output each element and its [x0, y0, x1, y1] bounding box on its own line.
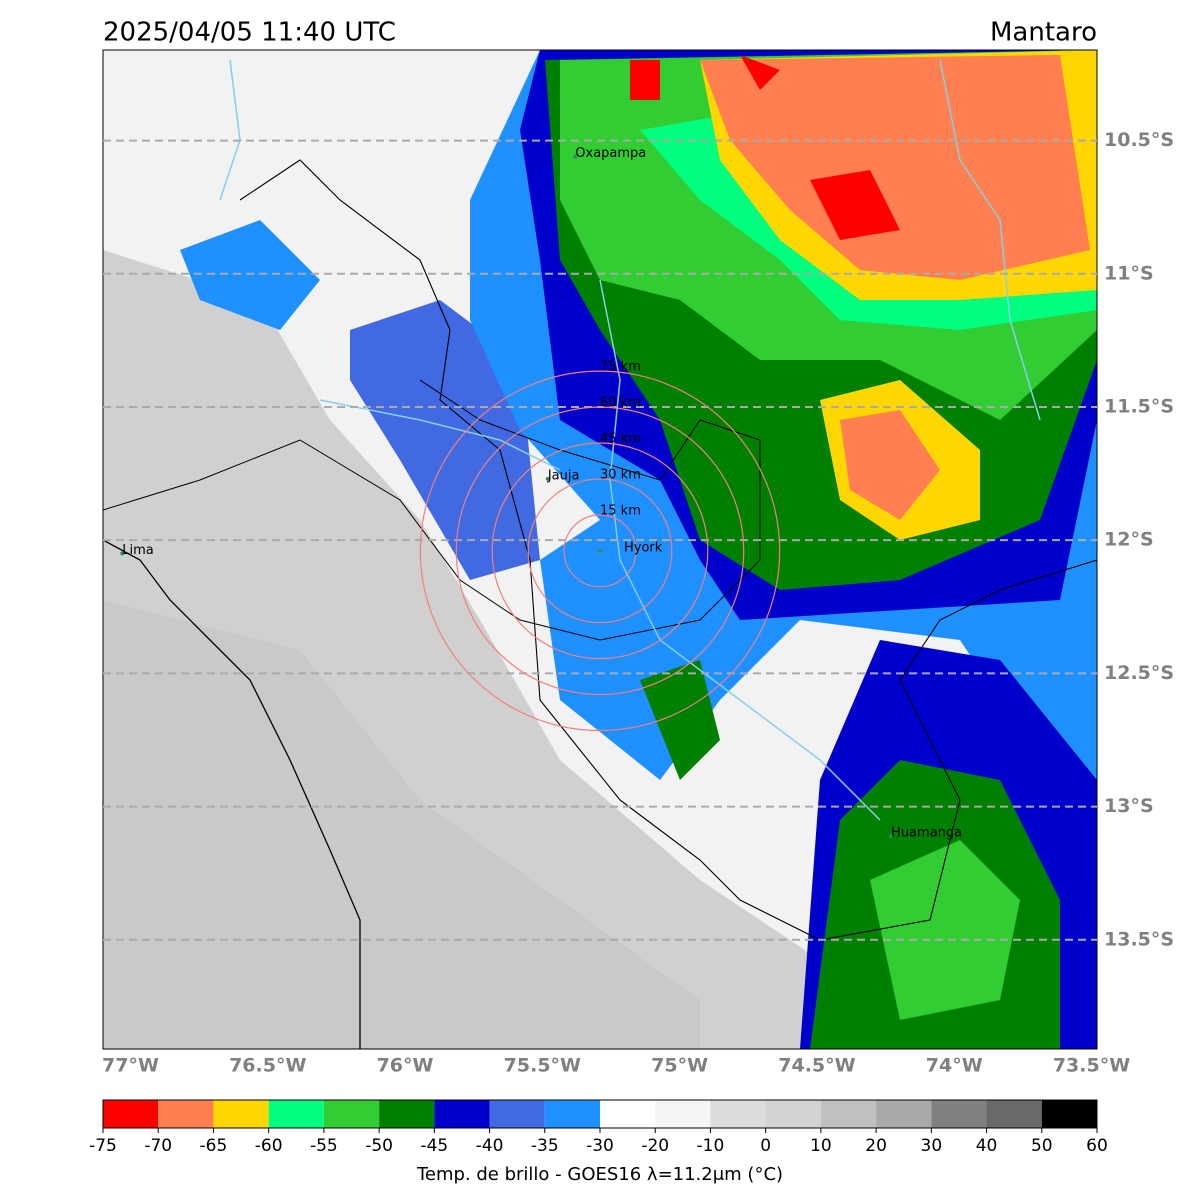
lon-label: 74°W: [926, 1055, 983, 1077]
colorbar-bin: [876, 1100, 932, 1128]
colorbar-tick-label: -10: [697, 1136, 725, 1156]
lon-label: 77°W: [102, 1055, 159, 1077]
colorbar-tick-label: -60: [255, 1136, 283, 1156]
lat-label: 11°S: [1104, 262, 1154, 284]
range-ring: [563, 514, 637, 588]
colorbar-bin: [765, 1100, 821, 1128]
colorbar-bin: [158, 1100, 214, 1128]
city-label: Oxapampa: [575, 146, 646, 161]
city-label: Huamanga: [891, 825, 962, 840]
colorbar-label: Temp. de brillo - GOES16 λ=11.2μm (°C): [416, 1164, 783, 1185]
colorbar-tick-label: 60: [1086, 1136, 1108, 1156]
city-marker: [598, 548, 602, 553]
lat-label: 12°S: [1104, 529, 1154, 551]
title: 2025/04/05 11:40 UTC: [103, 18, 396, 48]
colorbar-bin: [379, 1100, 435, 1128]
colorbar-bin: [268, 1100, 324, 1128]
city-marker: [573, 154, 578, 159]
colorbar-tick-label: 40: [976, 1136, 998, 1156]
colorbar-tick-label: -45: [420, 1136, 448, 1156]
city-label: Lima: [122, 543, 153, 558]
colorbar-bin: [103, 1100, 159, 1128]
range-ring: [455, 406, 745, 696]
city-marker: [120, 551, 125, 556]
colorbar-tick-label: -55: [310, 1136, 338, 1156]
colorbar-tick-label: -65: [200, 1136, 228, 1156]
city-marker: [889, 833, 894, 838]
lat-label: 13.5°S: [1104, 928, 1174, 950]
range-ring: [527, 478, 673, 624]
colorbar-bin: [931, 1100, 987, 1128]
region: Mantaro: [990, 18, 1097, 48]
lat-label: 10.5°S: [1104, 129, 1174, 151]
lon-label: 75°W: [651, 1055, 708, 1077]
colorbar-bin: [434, 1100, 490, 1128]
city-label: Jauja: [547, 468, 580, 483]
range-label: 60 km: [600, 396, 641, 411]
range-label: 75 km: [600, 360, 641, 375]
lon-label: 74.5°W: [778, 1055, 855, 1077]
lat-label: 12.5°S: [1104, 662, 1174, 684]
colorbar-tick-label: 50: [1031, 1136, 1053, 1156]
colorbar-bin: [213, 1100, 269, 1128]
colorbar-tick-label: -30: [586, 1136, 614, 1156]
colorbar-tick-label: 10: [810, 1136, 832, 1156]
lat-label: 13°S: [1104, 795, 1154, 817]
colorbar-bin: [323, 1100, 380, 1128]
colorbar-tick-label: -50: [365, 1136, 393, 1156]
colorbar-bin: [986, 1100, 1042, 1128]
colorbar-tick-label: -70: [144, 1136, 172, 1156]
city-marker: [545, 476, 550, 481]
range-ring: [419, 370, 781, 732]
lon-label: 76.5°W: [229, 1055, 306, 1077]
colorbar-tick-label: -40: [476, 1136, 504, 1156]
colorbar-tick-label: 30: [921, 1136, 943, 1156]
colorbar-bin: [544, 1100, 600, 1128]
imagery: [103, 50, 1097, 1049]
colorbar-tick-label: -35: [531, 1136, 559, 1156]
colorbar-bin: [600, 1100, 656, 1128]
colorbar-bin: [489, 1100, 545, 1128]
range-ring: [491, 442, 709, 660]
colorbar-tick-label: -20: [641, 1136, 669, 1156]
lat-label: 11.5°S: [1104, 395, 1174, 417]
colorbar-tick-label: 20: [865, 1136, 887, 1156]
range-label: 30 km: [600, 467, 641, 482]
map-frame: [102, 49, 1098, 1050]
lon-label: 73.5°W: [1053, 1055, 1130, 1077]
city-label: Hyork: [624, 540, 663, 555]
range-label: 45 km: [600, 432, 641, 447]
colorbar-tick-label: 0: [760, 1136, 771, 1156]
colorbar-bin: [655, 1100, 711, 1128]
colorbar-bin: [710, 1100, 766, 1128]
colorbar-bin: [820, 1100, 877, 1128]
colorbar-tick-label: -75: [89, 1136, 117, 1156]
lon-label: 76°W: [377, 1055, 434, 1077]
lon-label: 75.5°W: [504, 1055, 581, 1077]
range-label: 15 km: [600, 503, 641, 518]
colorbar-bin: [1041, 1100, 1097, 1128]
